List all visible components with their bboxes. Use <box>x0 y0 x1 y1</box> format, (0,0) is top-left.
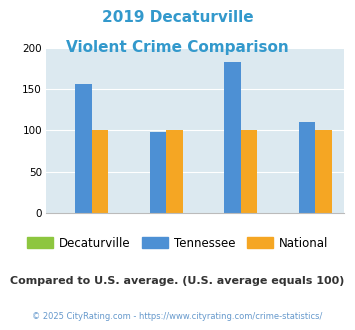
Bar <box>224 62 241 213</box>
Bar <box>92 130 108 213</box>
Legend: Decaturville, Tennessee, National: Decaturville, Tennessee, National <box>22 232 333 254</box>
Text: © 2025 CityRating.com - https://www.cityrating.com/crime-statistics/: © 2025 CityRating.com - https://www.city… <box>32 312 323 321</box>
Bar <box>75 84 92 213</box>
Bar <box>315 130 332 213</box>
Bar <box>299 122 315 213</box>
Bar <box>241 130 257 213</box>
Text: Violent Crime Comparison: Violent Crime Comparison <box>66 40 289 54</box>
Bar <box>166 130 182 213</box>
Text: 2019 Decaturville: 2019 Decaturville <box>102 10 253 25</box>
Text: Compared to U.S. average. (U.S. average equals 100): Compared to U.S. average. (U.S. average … <box>10 276 345 285</box>
Bar <box>150 132 166 213</box>
